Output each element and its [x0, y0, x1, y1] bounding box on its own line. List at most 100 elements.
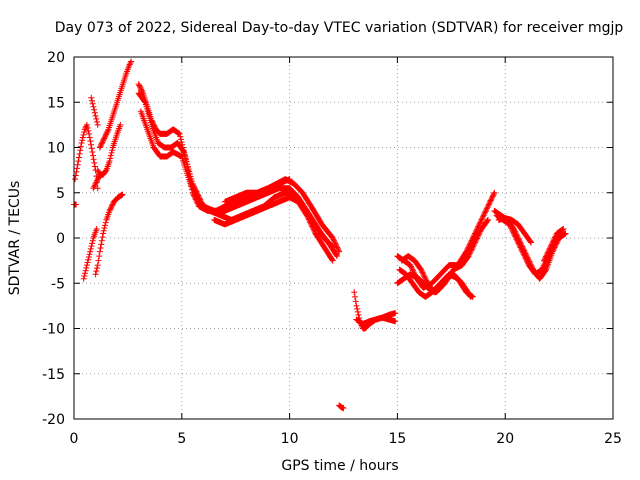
data-point	[97, 171, 104, 178]
data-point	[491, 189, 498, 196]
data-point	[523, 256, 530, 263]
data-point	[94, 262, 101, 269]
data-point	[514, 239, 521, 246]
data-point	[93, 268, 100, 275]
data-point	[552, 233, 559, 240]
data-point	[470, 234, 477, 241]
data-point	[306, 217, 313, 224]
data-point	[103, 130, 110, 137]
data-point	[87, 138, 94, 145]
data-point	[193, 193, 200, 200]
data-point	[516, 241, 523, 248]
data-point	[475, 231, 482, 238]
data-point	[102, 132, 109, 139]
data-point	[420, 272, 427, 279]
data-point	[135, 81, 142, 88]
data-point	[511, 232, 518, 239]
data-point	[331, 239, 338, 246]
data-series-t9	[135, 81, 343, 255]
data-point	[84, 259, 91, 266]
data-point	[192, 191, 199, 198]
y-tick-label: 10	[47, 141, 65, 157]
data-point	[136, 83, 143, 90]
data-point	[89, 100, 96, 107]
data-point	[108, 203, 115, 210]
data-point	[106, 158, 113, 165]
data-point	[334, 253, 341, 260]
data-point	[80, 131, 87, 138]
data-point	[481, 211, 488, 218]
data-point	[76, 150, 83, 157]
data-series-t24	[541, 225, 567, 264]
data-point	[340, 405, 347, 412]
data-point	[484, 217, 491, 224]
data-point	[88, 145, 95, 152]
data-point	[486, 200, 493, 207]
data-point	[96, 248, 103, 255]
data-point	[546, 245, 553, 252]
y-tick-label: -10	[42, 322, 65, 338]
x-tick-label: 5	[177, 431, 186, 447]
data-point	[353, 302, 360, 309]
data-point	[355, 311, 362, 318]
data-point	[98, 241, 105, 248]
data-point	[479, 213, 486, 220]
data-point	[83, 121, 90, 128]
data-point	[484, 204, 491, 211]
data-point	[522, 254, 529, 261]
data-series-t10	[135, 90, 336, 251]
data-point	[90, 103, 97, 110]
data-point	[352, 298, 359, 305]
data-series-t5	[96, 58, 135, 151]
data-point	[178, 139, 185, 146]
x-axis-label: GPS time / hours	[281, 458, 398, 474]
data-point	[485, 202, 492, 209]
data-point	[334, 245, 341, 252]
data-point	[514, 237, 521, 244]
data-points	[71, 58, 569, 412]
data-series-t23	[495, 215, 535, 246]
data-point	[470, 242, 477, 249]
chart-title: Day 073 of 2022, Sidereal Day-to-day VTE…	[55, 20, 624, 36]
data-point	[85, 127, 92, 134]
data-point	[508, 225, 515, 232]
y-tick-label: -5	[51, 276, 65, 292]
data-point	[545, 248, 552, 255]
data-point	[466, 250, 473, 257]
data-point	[539, 265, 546, 272]
data-point	[527, 238, 534, 245]
y-tick-label: 0	[56, 231, 65, 247]
data-point	[305, 215, 312, 222]
data-point	[464, 245, 471, 252]
data-point	[141, 98, 148, 105]
data-series-t12	[211, 194, 336, 264]
data-point	[423, 277, 430, 284]
data-point	[470, 243, 477, 250]
data-point	[515, 240, 522, 247]
x-tick-label: 0	[70, 431, 79, 447]
data-point	[519, 248, 526, 255]
data-point	[510, 229, 517, 236]
data-point	[469, 236, 476, 243]
data-point	[468, 237, 475, 244]
data-point	[98, 237, 105, 244]
data-point	[136, 82, 143, 89]
data-point	[190, 186, 197, 193]
data-point	[392, 310, 399, 317]
data-point	[485, 201, 492, 208]
data-point	[512, 235, 519, 241]
data-point	[521, 252, 528, 259]
data-point	[473, 235, 480, 242]
data-point	[511, 230, 518, 237]
data-point	[330, 236, 337, 243]
data-point	[86, 130, 93, 137]
data-point	[86, 251, 93, 258]
data-point	[523, 258, 530, 265]
data-point	[80, 275, 87, 282]
data-point	[542, 253, 549, 260]
data-point	[475, 222, 482, 229]
data-point	[489, 193, 496, 200]
data-point	[488, 196, 495, 203]
data-point	[329, 257, 336, 264]
